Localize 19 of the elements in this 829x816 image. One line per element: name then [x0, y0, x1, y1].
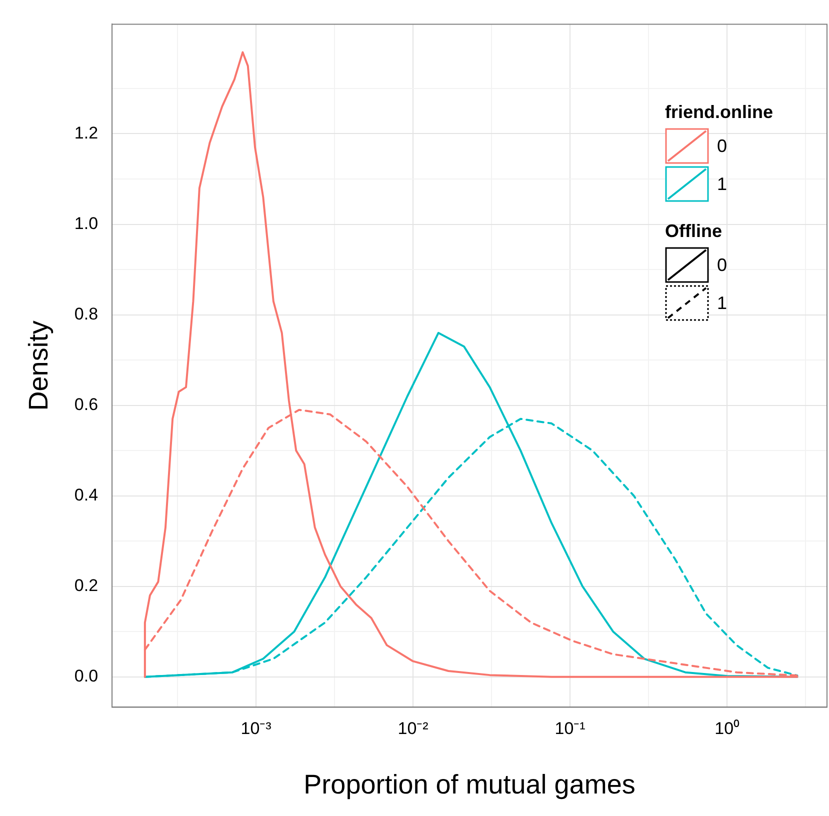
x-axis-title: Proportion of mutual games [304, 769, 636, 800]
y-tick-label: 0.0 [74, 666, 98, 686]
annotation: 0 [717, 136, 728, 156]
y-tick-label: 0.4 [74, 486, 98, 505]
annotation: 0 [717, 254, 728, 276]
x-tick-label: 10⁻² [398, 719, 429, 738]
annotation: 1 [717, 292, 728, 314]
x-tick-label: 10⁰ [714, 719, 740, 738]
y-tick-label: 0.6 [74, 394, 98, 414]
y-tick-label: 0.2 [74, 576, 98, 596]
x-tick-label: 10⁻¹ [554, 719, 586, 738]
legend-title: friend.online [665, 102, 773, 123]
x-tick-label: 10⁻³ [240, 719, 272, 738]
annotation: 1 [717, 174, 728, 194]
y-tick-label: 0.8 [74, 304, 98, 324]
y-axis-title: Density [24, 320, 54, 411]
y-tick-label: 1.0 [74, 214, 98, 233]
y-tick-label: 1.2 [74, 123, 98, 142]
annotation: Offline [665, 221, 723, 242]
